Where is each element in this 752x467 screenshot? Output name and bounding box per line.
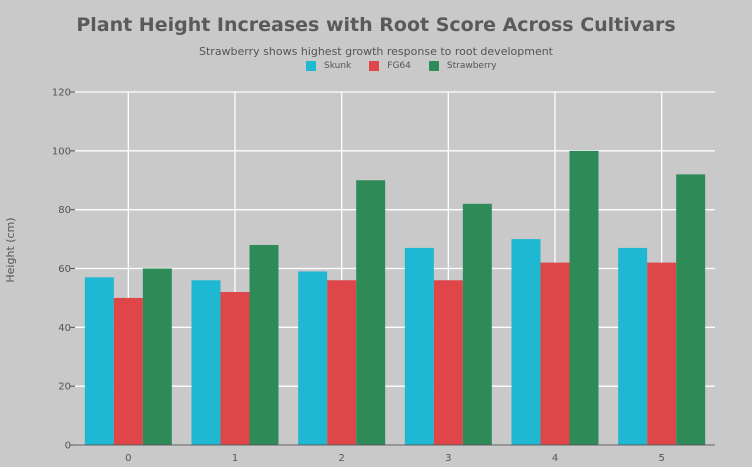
x-tick-label: 5 [658,453,664,464]
x-tick-label: 4 [552,453,558,464]
chart-title: Plant Height Increases with Root Score A… [76,14,676,36]
legend-swatch-skunk [306,61,316,71]
x-tick-label: 2 [338,453,344,464]
legend-item-fg64[interactable]: FG64 [369,61,411,71]
bar-fg64-5 [647,262,677,445]
bar-strawberry-2 [356,180,386,445]
x-tick-label: 0 [125,453,131,464]
bar-strawberry-4 [569,150,599,446]
y-tick-label: 80 [58,205,71,216]
legend-item-skunk[interactable]: Skunk [306,61,351,71]
legend-swatch-fg64 [369,61,380,71]
y-tick-label: 100 [52,146,71,157]
legend-swatch-strawberry [428,61,439,71]
bar-skunk-4 [511,239,541,445]
chart-subtitle: Strawberry shows highest growth response… [199,45,553,58]
bar-fg64-4 [540,262,570,445]
x-tick-label: 1 [232,453,238,464]
legend-label-fg64: FG64 [387,61,411,71]
bar-skunk-3 [404,247,434,445]
legend-label-strawberry: Strawberry [446,61,497,71]
x-tick-label: 3 [445,453,451,464]
legend: Skunk FG64 Strawberry [306,59,515,73]
bar-strawberry-3 [462,203,492,445]
y-tick-label: 60 [58,264,71,275]
bar-skunk-5 [618,247,648,445]
bar-skunk-0 [84,277,114,445]
bar-strawberry-1 [249,244,279,445]
bar-strawberry-5 [676,174,706,445]
bar-strawberry-0 [142,268,172,445]
bar-fg64-1 [220,292,250,445]
y-tick-label: 40 [58,323,71,334]
bar-skunk-2 [298,271,328,445]
bar-fg64-2 [327,280,357,445]
legend-item-strawberry[interactable]: Strawberry [428,61,497,71]
bar-skunk-1 [191,280,221,445]
bar-fg64-0 [113,297,143,445]
bar-fg64-3 [433,280,463,445]
y-tick-label: 120 [52,88,71,99]
y-tick-label: 0 [65,441,71,452]
legend-label-skunk: Skunk [324,61,352,71]
y-tick-label: 20 [58,382,71,393]
